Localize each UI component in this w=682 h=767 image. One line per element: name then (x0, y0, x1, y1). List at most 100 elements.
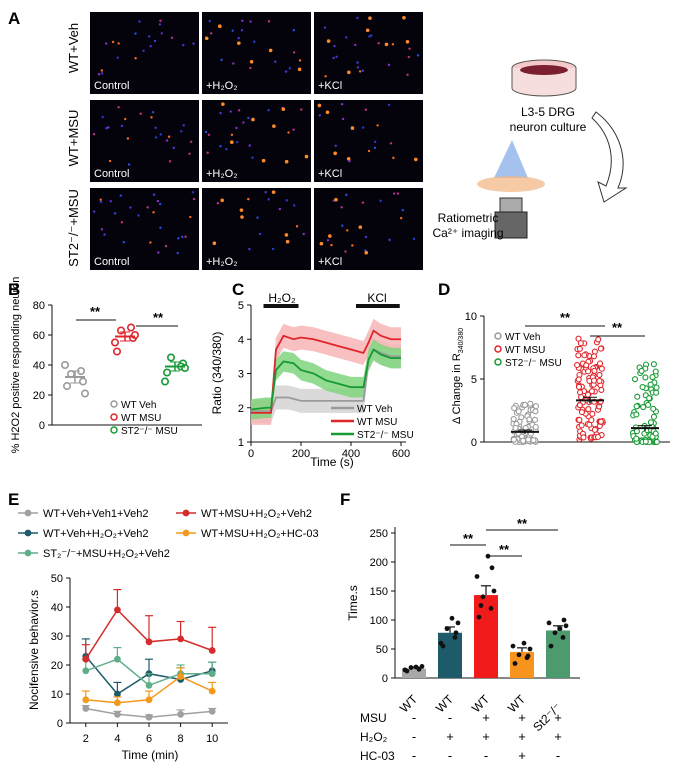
neuron-dot (413, 157, 418, 162)
neuron-dot (256, 216, 259, 219)
panel-f-point (527, 646, 533, 652)
panel-d-point (633, 428, 640, 435)
panel-c-legend-label: WT MSU (357, 417, 397, 428)
panel-c-y-label: Ratio (340/380) (210, 332, 224, 415)
panel-d-point (650, 361, 657, 368)
neuron-dot (346, 229, 349, 232)
panel-d-point (646, 395, 653, 402)
condition-label-2: +KCl (318, 256, 342, 268)
neuron-dot (361, 69, 365, 72)
neuron-dot (232, 62, 235, 65)
panel-e-point (114, 710, 121, 718)
panel-e-point (114, 655, 121, 663)
panel-d-point (525, 436, 532, 443)
neuron-dot (235, 126, 238, 130)
neuron-dot (274, 60, 277, 63)
panel-e-point (82, 655, 90, 663)
panel-f-treatment-label: HC-03 (360, 749, 395, 763)
micrograph-tile (314, 12, 423, 94)
panel-d-point (532, 408, 539, 415)
panel-d-point (633, 403, 640, 410)
panel-d-point (640, 404, 647, 411)
neuron-dot (119, 194, 122, 197)
neuron-dot (150, 116, 153, 119)
neuron-dot (129, 206, 132, 209)
panel-c-y-tick-label: 3 (238, 369, 244, 381)
neuron-dot (281, 107, 286, 111)
panel-d-point (642, 374, 649, 381)
neuron-dot (239, 208, 244, 212)
culture-label-line1: L3-5 DRG (521, 105, 575, 119)
panel-f-bar (474, 595, 498, 678)
condition-label-0: Control (94, 168, 129, 180)
neuron-dot (278, 207, 282, 211)
stim-label-kcl: KCl (367, 291, 386, 305)
neuron-dot (249, 20, 252, 23)
panel-d-point (575, 383, 583, 391)
panel-d-point (634, 393, 641, 400)
panel-d-point (596, 371, 603, 378)
panel-d-legend-label: WT Veh (505, 332, 540, 343)
neuron-dot (138, 20, 141, 23)
neuron-dot (361, 126, 365, 129)
neuron-dot (300, 108, 303, 111)
neuron-dot (271, 247, 275, 251)
neuron-dot (181, 235, 184, 239)
panel-d-y-tick-label: 0 (471, 437, 477, 449)
neuron-dot (356, 61, 359, 64)
panel-d-point (578, 422, 585, 429)
panel-d-point (631, 376, 639, 383)
neuron-dot (248, 144, 251, 147)
neuron-dot (107, 126, 110, 129)
panel-e-x-tick-label: 2 (83, 733, 89, 745)
panel-f-treatment-mark: - (484, 748, 488, 763)
neuron-dot (391, 43, 395, 46)
panel-d-point (650, 413, 657, 420)
neuron-dot (319, 241, 324, 246)
panel-e-point (145, 681, 153, 689)
neuron-dot (157, 251, 160, 254)
panel-d-point (581, 352, 588, 359)
condition-label-1: +H₂O₂ (206, 168, 237, 180)
neuron-dot (317, 103, 322, 108)
neuron-dot (249, 66, 252, 70)
neuron-dot (264, 191, 267, 194)
panel-d-point (653, 438, 660, 445)
neuron-dot (364, 250, 369, 255)
neuron-dot (123, 117, 127, 121)
neuron-dot (373, 140, 377, 144)
panel-b-point (127, 323, 136, 332)
neuron-dot (99, 200, 103, 204)
neuron-dot (99, 198, 102, 201)
neuron-dot (134, 57, 137, 60)
neuron-dot (192, 197, 196, 201)
panel-f-point (552, 630, 558, 636)
neuron-dot (126, 137, 130, 140)
panel-f-point (478, 603, 484, 608)
panel-d-point (530, 437, 537, 444)
neuron-dot (267, 198, 270, 201)
panel-d-point (577, 340, 584, 347)
panel-f-point (449, 615, 455, 621)
panel-e-y-tick-label: 30 (51, 631, 63, 643)
condition-label-1: +H₂O₂ (206, 256, 237, 268)
panel-b-y-tick-label: 0 (39, 420, 45, 432)
neuron-dot (373, 146, 377, 149)
panel-f-treatment-mark: - (412, 748, 416, 763)
panel-f-treatment-mark: + (482, 710, 490, 725)
panel-e-x-tick-label: 6 (146, 733, 152, 745)
panel-f-treatment-mark: + (446, 729, 454, 744)
panel-b-legend-label: WT Veh (121, 400, 156, 411)
neuron-dot (348, 159, 351, 163)
panel-f-point (413, 664, 419, 670)
panel-f-point (561, 617, 567, 623)
neuron-dot (368, 16, 372, 20)
neuron-dot (158, 23, 162, 26)
neuron-dot (241, 19, 244, 22)
panel-c-x-tick-label: 400 (342, 448, 360, 460)
panel-b-legend-marker (110, 426, 118, 434)
neuron-dot (109, 200, 112, 203)
neuron-dot (165, 139, 169, 142)
neuron-dot (364, 108, 368, 111)
